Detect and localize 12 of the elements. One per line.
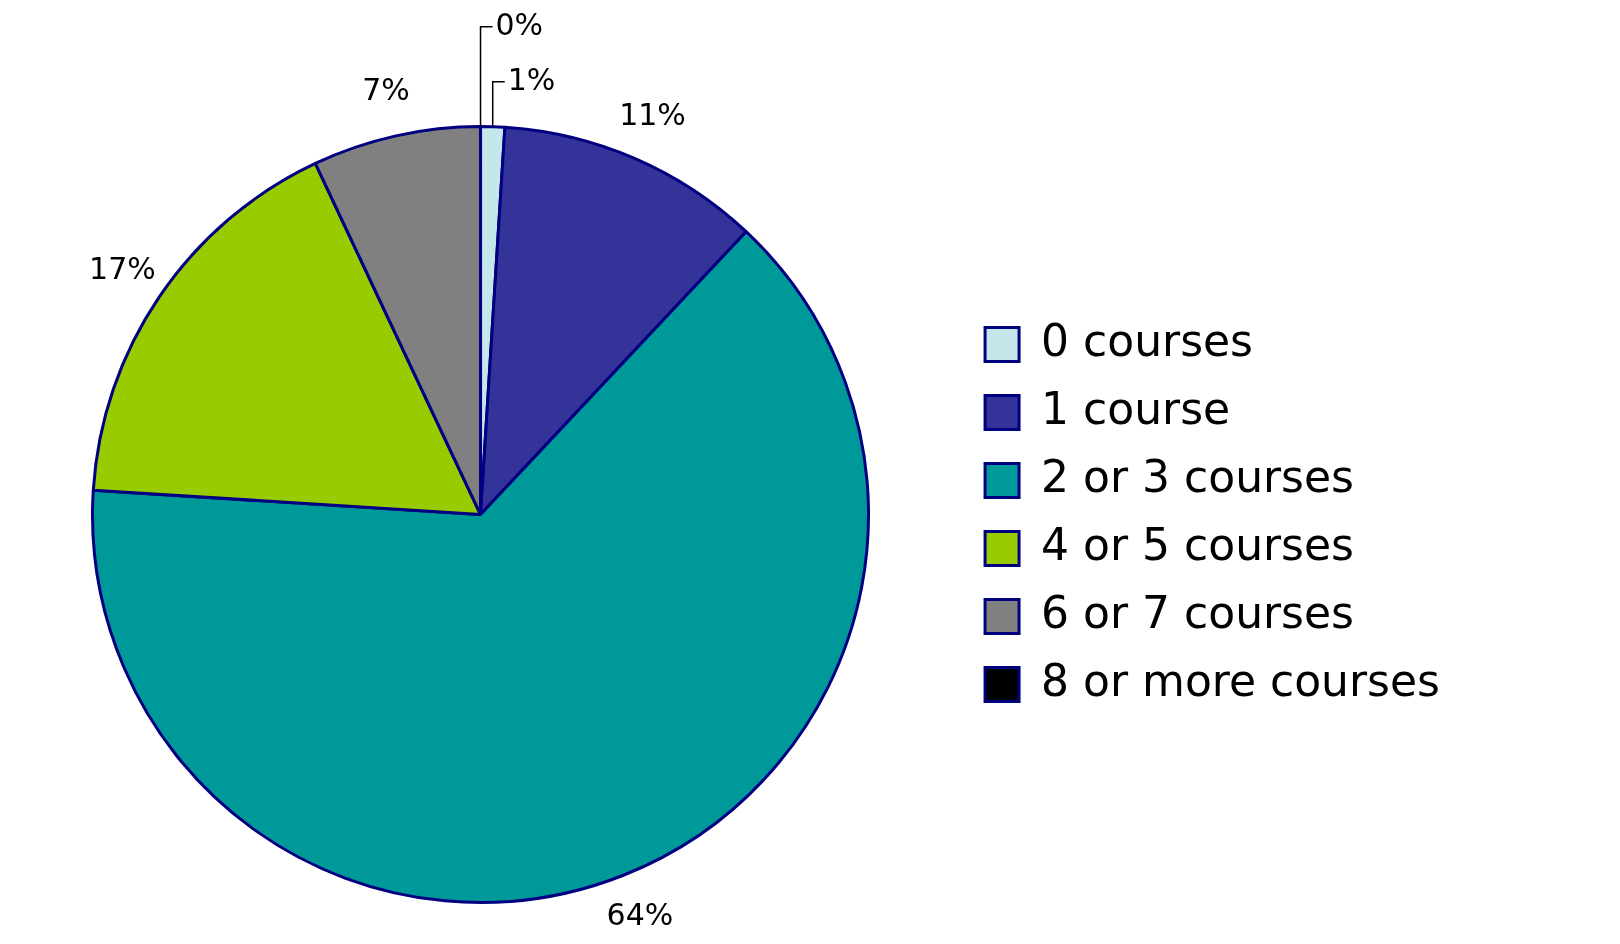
data-label: 17% bbox=[89, 250, 156, 286]
legend-label: 8 or more courses bbox=[1041, 654, 1441, 706]
data-label: 11% bbox=[619, 96, 686, 132]
data-label: 64% bbox=[606, 896, 674, 932]
legend-label: 1 course bbox=[1041, 382, 1231, 434]
text: 0% bbox=[495, 6, 544, 42]
legend-label: 4 or 5 courses bbox=[1041, 518, 1355, 570]
legend-label: 2 or 3 courses bbox=[1041, 450, 1355, 502]
data-label: 7% bbox=[362, 71, 410, 107]
data-label: 1% bbox=[507, 61, 556, 97]
legend-label: 0 courses bbox=[1041, 314, 1254, 366]
legend-label: 6 or 7 courses bbox=[1041, 586, 1355, 638]
